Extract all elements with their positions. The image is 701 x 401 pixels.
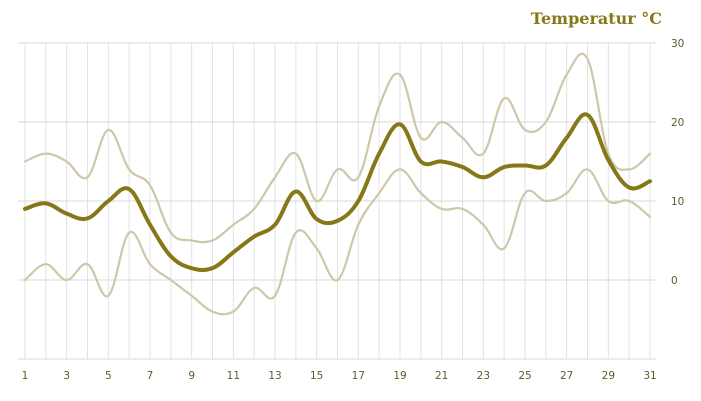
y-tick-label: 30 (671, 38, 684, 50)
x-tick-label: 11 (227, 370, 240, 382)
x-tick-label: 3 (63, 370, 70, 382)
x-tick-label: 1 (22, 370, 29, 382)
y-tick-label: 0 (671, 275, 678, 287)
grid (18, 42, 656, 360)
x-tick-label: 29 (602, 370, 615, 382)
x-tick-label: 31 (643, 370, 656, 382)
x-tick-label: 17 (352, 370, 365, 382)
x-tick-label: 7 (147, 370, 154, 382)
x-tick-label: 27 (560, 370, 573, 382)
series-line-mean (23, 112, 652, 273)
x-tick-label: 15 (310, 370, 323, 382)
x-axis-ticks: 1 3 5 7 9 11 13 15 17 19 21 23 25 27 29 31 (22, 370, 657, 382)
x-tick-label: 23 (477, 370, 490, 382)
series-line-min (23, 168, 652, 316)
x-tick-label: 13 (268, 370, 281, 382)
x-tick-label: 25 (518, 370, 531, 382)
y-axis-ticks: 30 20 10 0 (671, 38, 684, 287)
x-tick-label: 9 (188, 370, 195, 382)
y-tick-label: 10 (671, 196, 684, 208)
x-tick-label: 19 (393, 370, 406, 382)
x-tick-label: 5 (105, 370, 112, 382)
x-tick-label: 21 (435, 370, 448, 382)
series-line-max (23, 52, 652, 244)
chart-title: Temperatur °C (531, 9, 662, 28)
series-group (23, 52, 652, 316)
y-tick-label: 20 (671, 117, 684, 129)
